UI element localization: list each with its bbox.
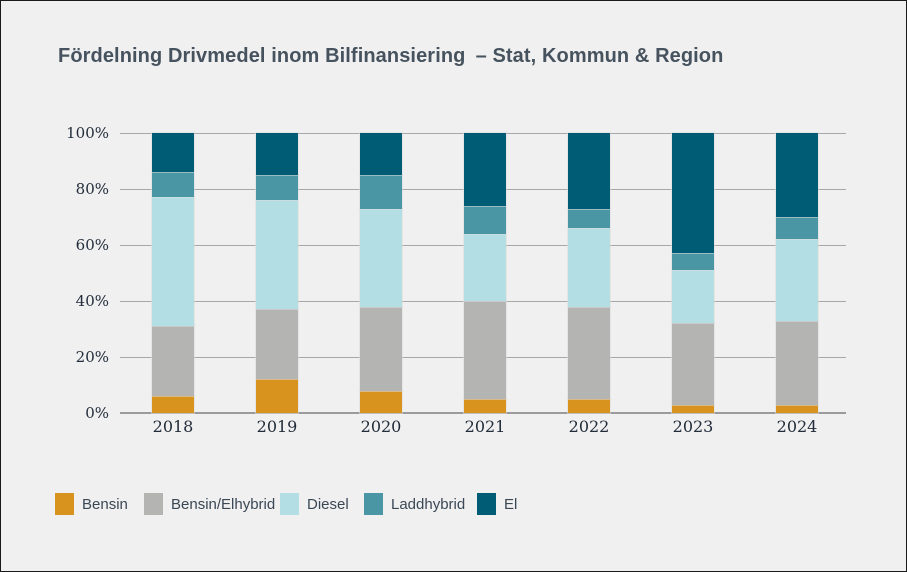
segment-el-2023 xyxy=(672,133,714,254)
bar-2021 xyxy=(464,133,506,413)
segment-diesel-2019 xyxy=(256,200,298,310)
segment-bensin-elhybrid-2024 xyxy=(776,320,818,405)
legend-item-bensin-elhybrid: Bensin/Elhybrid xyxy=(144,490,275,518)
segment-laddhybrid-2020 xyxy=(360,175,402,209)
bar-2023 xyxy=(672,133,714,413)
x-tick-2018: 2018 xyxy=(152,417,194,436)
segment-diesel-2018 xyxy=(152,197,194,327)
chart-title: Fördelning Drivmedel inom Bilfinansierin… xyxy=(58,45,724,67)
legend-item-diesel: Diesel xyxy=(280,490,349,518)
segment-laddhybrid-2021 xyxy=(464,205,506,234)
segment-bensin-2021 xyxy=(464,399,506,413)
bar-2024 xyxy=(776,133,818,413)
segment-laddhybrid-2023 xyxy=(672,253,714,271)
segment-el-2019 xyxy=(256,133,298,175)
legend-swatch-bensin-elhybrid xyxy=(144,493,163,515)
segment-diesel-2024 xyxy=(776,239,818,321)
segment-bensin-2024 xyxy=(776,404,818,413)
segment-el-2024 xyxy=(776,133,818,217)
gridline-0 xyxy=(120,412,846,414)
legend-item-el: El xyxy=(477,490,517,518)
segment-el-2020 xyxy=(360,133,402,175)
segment-laddhybrid-2022 xyxy=(568,208,610,229)
y-tick-0: 0% xyxy=(85,404,109,422)
segment-bensin-elhybrid-2022 xyxy=(568,306,610,399)
legend-swatch-el xyxy=(477,493,496,515)
legend-label-bensin: Bensin xyxy=(82,495,128,513)
legend-label-diesel: Diesel xyxy=(307,495,349,513)
bar-2018 xyxy=(152,133,194,413)
y-tick-60: 60% xyxy=(75,236,109,254)
y-tick-20: 20% xyxy=(75,348,109,366)
bar-2020 xyxy=(360,133,402,413)
bar-2022 xyxy=(568,133,610,413)
x-tick-2023: 2023 xyxy=(672,417,714,436)
segment-laddhybrid-2024 xyxy=(776,217,818,240)
legend-swatch-diesel xyxy=(280,493,299,515)
segment-bensin-elhybrid-2023 xyxy=(672,323,714,405)
legend-label-el: El xyxy=(504,495,518,513)
legend-label-bensin-elhybrid: Bensin/Elhybrid xyxy=(171,495,276,513)
segment-diesel-2023 xyxy=(672,270,714,324)
x-tick-2022: 2022 xyxy=(568,417,610,436)
bar-2019 xyxy=(256,133,298,413)
segment-diesel-2022 xyxy=(568,228,610,307)
segment-laddhybrid-2018 xyxy=(152,172,194,198)
segment-bensin-2022 xyxy=(568,399,610,413)
plot-area xyxy=(120,133,846,414)
x-tick-2019: 2019 xyxy=(256,417,298,436)
segment-bensin-elhybrid-2021 xyxy=(464,301,506,399)
y-tick-40: 40% xyxy=(75,292,109,310)
segment-bensin-2019 xyxy=(256,379,298,413)
segment-diesel-2020 xyxy=(360,208,402,307)
legend-item-laddhybrid: Laddhybrid xyxy=(364,490,465,518)
segment-bensin-2018 xyxy=(152,396,194,413)
segment-el-2018 xyxy=(152,133,194,173)
segment-laddhybrid-2019 xyxy=(256,175,298,201)
segment-diesel-2021 xyxy=(464,233,506,301)
x-tick-2021: 2021 xyxy=(464,417,506,436)
legend-item-bensin: Bensin xyxy=(55,490,128,518)
segment-bensin-elhybrid-2020 xyxy=(360,306,402,391)
segment-bensin-elhybrid-2019 xyxy=(256,309,298,380)
y-tick-80: 80% xyxy=(75,180,109,198)
legend-swatch-laddhybrid xyxy=(364,493,383,515)
y-tick-100: 100% xyxy=(66,124,109,142)
segment-bensin-elhybrid-2018 xyxy=(152,326,194,397)
segment-el-2021 xyxy=(464,133,506,206)
legend-label-laddhybrid: Laddhybrid xyxy=(391,495,466,513)
x-tick-2024: 2024 xyxy=(776,417,818,436)
segment-bensin-2023 xyxy=(672,404,714,413)
x-tick-2020: 2020 xyxy=(360,417,402,436)
segment-bensin-2020 xyxy=(360,390,402,413)
segment-el-2022 xyxy=(568,133,610,209)
legend-swatch-bensin xyxy=(55,493,74,515)
legend: Bensin Bensin/Elhybrid Diesel Laddhybrid El xyxy=(1,490,906,518)
